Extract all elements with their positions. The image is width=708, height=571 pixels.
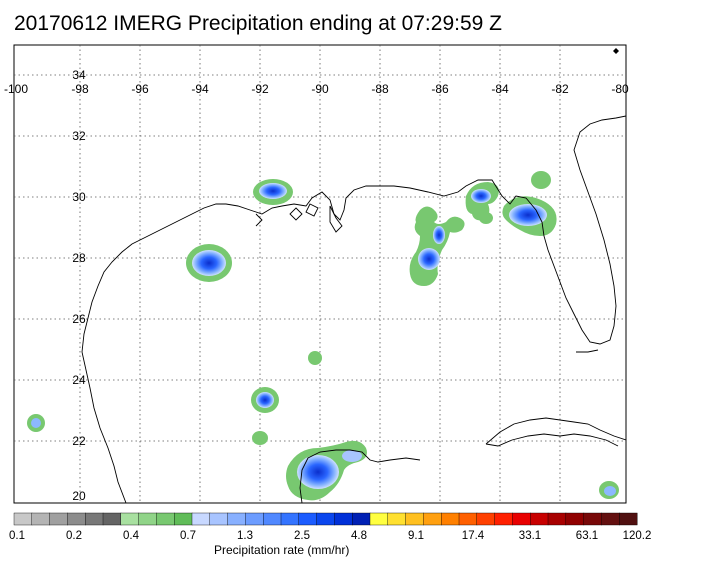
colorbar-label: 0.7 <box>180 530 196 542</box>
colorbar-swatch <box>565 512 585 526</box>
colorbar-swatch <box>334 512 353 526</box>
precip-cell <box>297 455 339 489</box>
lat-tick: 32 <box>72 129 86 143</box>
precip-cell <box>256 392 274 408</box>
precip-cell <box>418 248 440 270</box>
colorbar-swatch <box>476 512 496 526</box>
lon-tick: -96 <box>131 82 149 96</box>
colorbar-swatch <box>49 512 68 526</box>
colorbar-swatch <box>423 512 442 526</box>
lat-tick-labels: 34 32 30 28 26 24 22 20 <box>72 68 86 503</box>
colorbar-label: 0.2 <box>66 530 82 542</box>
precip-cell <box>433 226 445 244</box>
precip-cell <box>308 351 322 365</box>
colorbar-swatch <box>387 512 407 526</box>
colorbar-swatch <box>263 512 282 526</box>
colorbar-label: 4.8 <box>351 530 367 542</box>
lon-tick: -94 <box>191 82 209 96</box>
colorbar-label: 9.1 <box>408 530 424 542</box>
colorbar-swatch <box>441 512 460 526</box>
colorbar-swatch <box>102 512 122 526</box>
precip-cell <box>509 204 547 226</box>
colorbar-swatch <box>84 512 104 526</box>
lat-tick: 24 <box>72 373 86 387</box>
precip-cell <box>531 171 551 189</box>
colorbar-swatch <box>316 512 335 526</box>
colorbar-label: 2.5 <box>294 530 310 542</box>
colorbar-swatch <box>458 512 478 526</box>
marker-icon <box>613 48 619 54</box>
map-title: 20170612 IMERG Precipitation ending at 0… <box>14 12 502 35</box>
lon-tick: -80 <box>611 82 629 96</box>
colorbar-label: 1.3 <box>237 530 253 542</box>
colorbar-swatch <box>209 512 229 526</box>
colorbar-swatch <box>227 512 246 526</box>
colorbar-swatch <box>352 512 371 526</box>
lon-tick: -84 <box>491 82 509 96</box>
precip-cell <box>471 189 491 203</box>
colorbar-swatch <box>601 512 620 526</box>
colorbar-swatch <box>138 512 157 526</box>
colorbar-swatch <box>547 512 567 526</box>
lon-tick: -100 <box>4 82 28 96</box>
precip-cell <box>604 486 616 496</box>
colorbar-swatch <box>583 512 602 526</box>
lon-tick: -92 <box>251 82 269 96</box>
coastlines <box>81 115 626 503</box>
colorbar-swatch <box>156 512 175 526</box>
colorbar-label: 0.1 <box>9 530 25 542</box>
lat-tick: 20 <box>72 489 86 503</box>
colorbar-swatch <box>405 512 424 526</box>
precip-cell <box>479 212 493 224</box>
lon-tick: -90 <box>311 82 329 96</box>
lat-tick: 22 <box>72 434 86 448</box>
lon-tick: -82 <box>551 82 569 96</box>
colorbar-swatch <box>619 512 638 526</box>
colorbar-swatch <box>369 512 389 526</box>
lat-tick: 26 <box>72 312 86 326</box>
colorbar-label: 120.2 <box>622 530 652 542</box>
colorbar-swatch <box>494 512 513 526</box>
colorbar-swatch <box>298 512 318 526</box>
lon-tick: -86 <box>431 82 449 96</box>
colorbar-swatch <box>245 512 264 526</box>
precip-cell <box>192 250 226 276</box>
precip-cell <box>252 431 268 445</box>
colorbar-label: 0.4 <box>123 530 139 542</box>
colorbar-title: Precipitation rate (mm/hr) <box>214 543 350 557</box>
plot-frame <box>13 44 627 504</box>
precip-cell <box>31 418 41 428</box>
colorbar-swatch <box>120 512 140 526</box>
lon-tick: -88 <box>371 82 389 96</box>
colorbar-swatch <box>67 512 86 526</box>
lat-tick: 30 <box>72 190 86 204</box>
precip-cell <box>342 450 362 462</box>
colorbar-swatch <box>530 512 549 526</box>
colorbar-label: 33.1 <box>518 530 542 542</box>
colorbar-label: 63.1 <box>575 530 599 542</box>
lat-tick: 34 <box>72 68 86 82</box>
colorbar-label: 17.4 <box>461 530 485 542</box>
colorbar-swatch <box>13 512 33 526</box>
colorbar-swatch <box>280 512 300 526</box>
lon-tick: -98 <box>71 82 89 96</box>
colorbar <box>13 512 638 526</box>
lat-tick: 28 <box>72 251 86 265</box>
lon-tick-labels: -100 -98 -96 -94 -92 -90 -88 -86 -84 -82… <box>4 82 629 96</box>
colorbar-swatch <box>31 512 51 526</box>
colorbar-swatch <box>512 512 531 526</box>
precipitation-fields <box>27 171 619 501</box>
colorbar-swatch <box>173 512 193 526</box>
colorbar-swatch <box>191 512 211 526</box>
precip-cell <box>259 183 287 199</box>
